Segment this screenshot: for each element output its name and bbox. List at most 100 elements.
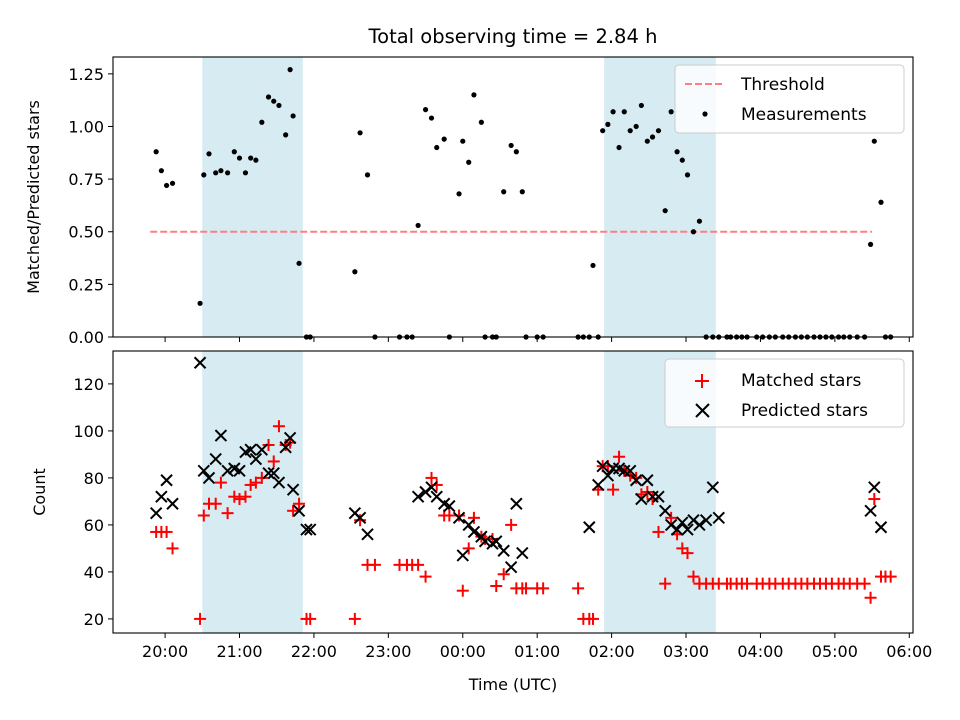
predicted-star-point: [452, 511, 466, 525]
measurement-point: [283, 132, 289, 138]
matched-star-point: [262, 439, 275, 451]
matched-star-point: [221, 507, 234, 520]
matched-star-point: [456, 584, 469, 597]
predicted-star-point: [292, 504, 306, 518]
x-tick-label-1: 21:00: [216, 642, 262, 661]
bottom-y-tick-label-1: 40: [84, 563, 104, 582]
matched-star-point: [244, 478, 257, 491]
measurement-point: [158, 168, 164, 174]
matched-star-point: [467, 511, 480, 524]
measurement-point: [352, 269, 358, 275]
predicted-star-point: [635, 492, 648, 506]
predicted-star-point: [262, 466, 275, 480]
predicted-star-point: [693, 518, 706, 532]
top-shaded-intervals: [202, 57, 716, 337]
predicted-star-point: [193, 356, 207, 369]
measurement-point: [271, 98, 277, 104]
bottom-legend-box: [664, 358, 905, 428]
measurement-point: [357, 130, 363, 136]
matched-star-point: [665, 511, 678, 524]
matched-star-point: [197, 509, 210, 522]
matched-star-point: [884, 570, 897, 583]
bottom-y-tick-label-4: 100: [73, 422, 104, 441]
predicted-star-point: [456, 549, 469, 562]
matched-star-point: [607, 483, 620, 496]
measurement-point: [501, 189, 507, 195]
matched-star-point: [419, 570, 432, 583]
matched-star-point: [652, 525, 665, 538]
predicted-star-point: [209, 452, 222, 466]
measurement-point: [231, 149, 237, 155]
predicted-star-point: [467, 525, 481, 539]
matched-star-point: [194, 612, 207, 625]
matched-star-point: [613, 450, 626, 463]
matched-star-point: [348, 612, 361, 625]
x-tick-label-7: 03:00: [663, 642, 709, 661]
predicted-star-point: [592, 478, 605, 492]
predicted-star-point: [233, 464, 246, 478]
measurement-point: [197, 300, 203, 306]
top-x-ticks: [164, 337, 910, 342]
x-tick-label-2: 22:00: [291, 642, 337, 661]
measurement-point: [153, 149, 159, 155]
predicted-star-point: [641, 474, 654, 487]
predicted-star-point: [272, 476, 286, 489]
legend-predicted-label: Predicted stars: [741, 401, 868, 421]
bottom-shaded-interval-0: [202, 351, 303, 633]
measurement-point: [610, 109, 616, 115]
measurement-point: [276, 102, 282, 109]
measurement-point: [201, 172, 207, 178]
predicted-star-point: [255, 443, 269, 456]
measurement-point: [163, 182, 170, 189]
matched-star-point: [166, 542, 179, 555]
measurement-point: [590, 262, 596, 269]
measurement-point: [253, 157, 259, 163]
matched-star-point: [304, 612, 317, 625]
predicted-star-point: [244, 443, 257, 456]
matched-star-point: [368, 558, 381, 571]
measurement-point: [213, 170, 219, 176]
predicted-star-point: [202, 471, 216, 485]
bottom-y-tick-label-5: 120: [73, 375, 104, 394]
predicted-star-point: [624, 464, 637, 478]
legend-matched-label: Matched stars: [741, 371, 861, 391]
predicted-star-point: [166, 497, 179, 510]
matched-star-point: [160, 525, 173, 538]
measurement-point: [519, 189, 525, 195]
top-y-tick-label-5: 1.25: [68, 65, 104, 84]
x-tick-label-5: 01:00: [514, 642, 560, 661]
top-panel: 0.00 0.25 0.50 0.75 1.00 1.25 Matched/Predict…: [24, 56, 914, 347]
measurement-point: [466, 159, 472, 165]
bottom-y-axis-label: Count: [30, 468, 49, 516]
measurement-point: [248, 155, 254, 161]
matched-star-point: [209, 497, 222, 510]
matched-star-point: [497, 568, 510, 581]
matched-star-point: [255, 471, 268, 484]
predicted-star-point: [676, 516, 689, 529]
measurement-point: [290, 113, 296, 119]
measurement-point: [441, 136, 447, 142]
top-legend: Threshold Measurements: [674, 64, 905, 134]
predicted-star-point: [670, 523, 684, 536]
x-tick-label-6: 02:00: [589, 642, 635, 661]
measurement-point: [878, 199, 884, 205]
matched-star-point: [868, 493, 881, 506]
measurement-point: [633, 123, 639, 130]
matched-star-point: [520, 582, 533, 595]
measurement-point: [649, 134, 656, 140]
measurement-point: [674, 149, 680, 155]
top-y-tick-label-0: 0.00: [68, 328, 104, 347]
predicted-star-point: [300, 523, 313, 536]
bottom-y-tick-label-0: 20: [84, 610, 104, 629]
matched-star-point: [858, 577, 871, 590]
bottom-y-tick-label-2: 60: [84, 516, 104, 535]
matched-star-point: [228, 490, 241, 503]
legend-measurements-swatch: [702, 111, 708, 117]
matched-star-point: [239, 490, 252, 503]
measurement-point: [644, 138, 650, 144]
predicted-star-point: [425, 481, 438, 494]
bottom-panel: 20 40 60 80 100 120 20:00 21:00 22:00 23:00 00:00…: [30, 350, 932, 694]
measurement-point: [655, 128, 662, 134]
measurement-point: [471, 92, 477, 98]
